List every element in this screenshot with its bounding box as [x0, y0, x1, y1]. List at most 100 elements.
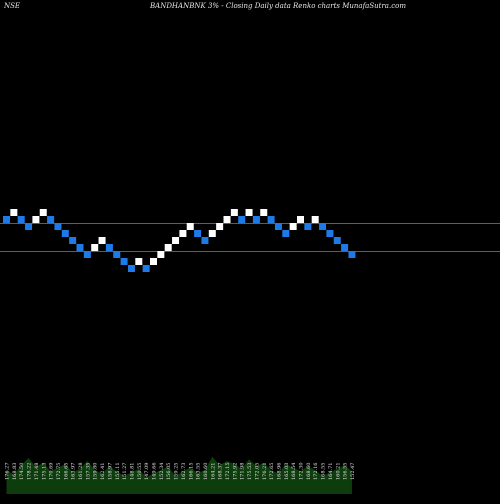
price-label: 172.75	[56, 463, 62, 481]
price-label: 157.35	[85, 463, 91, 481]
price-label: 168.55	[321, 463, 327, 481]
price-label: 176.27	[5, 463, 11, 481]
renko-brick	[333, 237, 341, 244]
price-label: 162.73	[181, 463, 187, 481]
price-label: 152.47	[350, 463, 356, 481]
renko-brick	[164, 244, 172, 251]
price-label: 160.60	[203, 463, 209, 481]
price-label: 175.13	[41, 463, 47, 481]
price-label: 171.48	[34, 463, 40, 481]
renko-brick	[245, 209, 253, 216]
renko-brick	[341, 244, 349, 251]
renko-brick	[172, 237, 180, 244]
price-label: 163.55	[196, 463, 202, 481]
price-label: 160.21	[335, 463, 341, 481]
price-label: 168.54	[291, 463, 297, 481]
price-label: 172.30	[299, 463, 305, 481]
price-label: 178.22	[27, 463, 33, 481]
volume-area	[6, 456, 352, 494]
renko-brick	[142, 265, 150, 272]
chart-title: BANDHANBNK 3% - Closing Daily data Renko…	[150, 2, 406, 10]
price-label: 172.05	[254, 463, 260, 481]
renko-brick	[39, 209, 47, 216]
price-label: 164.21	[210, 463, 216, 481]
renko-brick	[216, 223, 224, 230]
price-label: 156.05	[166, 463, 172, 481]
price-label: 152.34	[159, 463, 165, 481]
price-label: 162.41	[100, 463, 106, 481]
price-label: 168.83	[12, 463, 18, 481]
renko-brick	[274, 223, 282, 230]
price-label: 164.71	[328, 463, 334, 481]
price-label: 159.25	[174, 463, 180, 481]
renko-brick	[17, 216, 25, 223]
renko-brick	[113, 251, 121, 258]
price-label: 156.55	[343, 463, 349, 481]
price-label: 159.80	[93, 463, 99, 481]
renko-brick	[135, 258, 143, 265]
renko-brick	[326, 230, 334, 237]
price-label: 166.15	[188, 463, 194, 481]
renko-brick	[32, 216, 40, 223]
renko-brick	[289, 223, 297, 230]
renko-brick	[223, 216, 231, 223]
price-label: 170.69	[49, 463, 55, 481]
renko-brick	[282, 230, 290, 237]
renko-brick	[157, 251, 165, 258]
renko-brick	[319, 223, 327, 230]
price-label: 150.55	[137, 463, 143, 481]
price-label: 151.27	[122, 463, 128, 481]
renko-brick	[76, 244, 84, 251]
exchange-label: NSE	[4, 2, 21, 10]
renko-brick	[230, 209, 238, 216]
renko-brick	[252, 216, 260, 223]
price-label: 172.15	[225, 463, 231, 481]
renko-brick	[69, 237, 77, 244]
price-label: 168.60	[306, 463, 312, 481]
renko-brick	[208, 230, 216, 237]
renko-brick	[150, 258, 157, 265]
renko-brick	[83, 251, 91, 258]
renko-brick	[201, 237, 209, 244]
renko-brick	[54, 223, 62, 230]
renko-brick	[348, 251, 356, 258]
price-label: 149.66	[152, 463, 158, 481]
renko-brick	[47, 216, 55, 223]
price-label: 171.98	[240, 463, 246, 481]
renko-brick	[238, 216, 246, 223]
renko-brick	[61, 230, 69, 237]
price-label: 166.65	[63, 463, 69, 481]
price-label: 174.50	[19, 463, 25, 481]
price-label: 172.16	[313, 463, 319, 481]
renko-brick	[194, 230, 202, 237]
renko-brick	[267, 216, 275, 223]
renko-brick	[91, 244, 99, 251]
renko-brick	[25, 223, 33, 230]
price-label: 148.81	[129, 463, 135, 481]
price-label: 172.65	[269, 463, 275, 481]
renko-brick	[260, 209, 268, 216]
price-label: 161.28	[78, 463, 84, 481]
renko-brick	[127, 265, 135, 272]
renko-brick	[186, 223, 194, 230]
price-label: 163.97	[71, 463, 77, 481]
price-label: 175.92	[232, 463, 238, 481]
renko-brick	[120, 258, 128, 265]
renko-brick	[311, 216, 319, 223]
renko-brick	[105, 244, 113, 251]
renko-brick	[179, 230, 187, 237]
renko-brick	[297, 216, 304, 223]
renko-brick	[3, 216, 10, 223]
price-label: 175.53	[247, 463, 253, 481]
price-label: 158.97	[107, 463, 113, 481]
renko-brick	[10, 209, 18, 216]
price-label: 155.11	[115, 463, 121, 481]
price-label: 168.37	[218, 463, 224, 481]
price-label: 176.21	[262, 463, 268, 481]
price-label: 168.96	[276, 463, 282, 481]
renko-brick	[304, 223, 312, 230]
renko-brick	[98, 237, 106, 244]
price-label: 147.09	[144, 463, 150, 481]
